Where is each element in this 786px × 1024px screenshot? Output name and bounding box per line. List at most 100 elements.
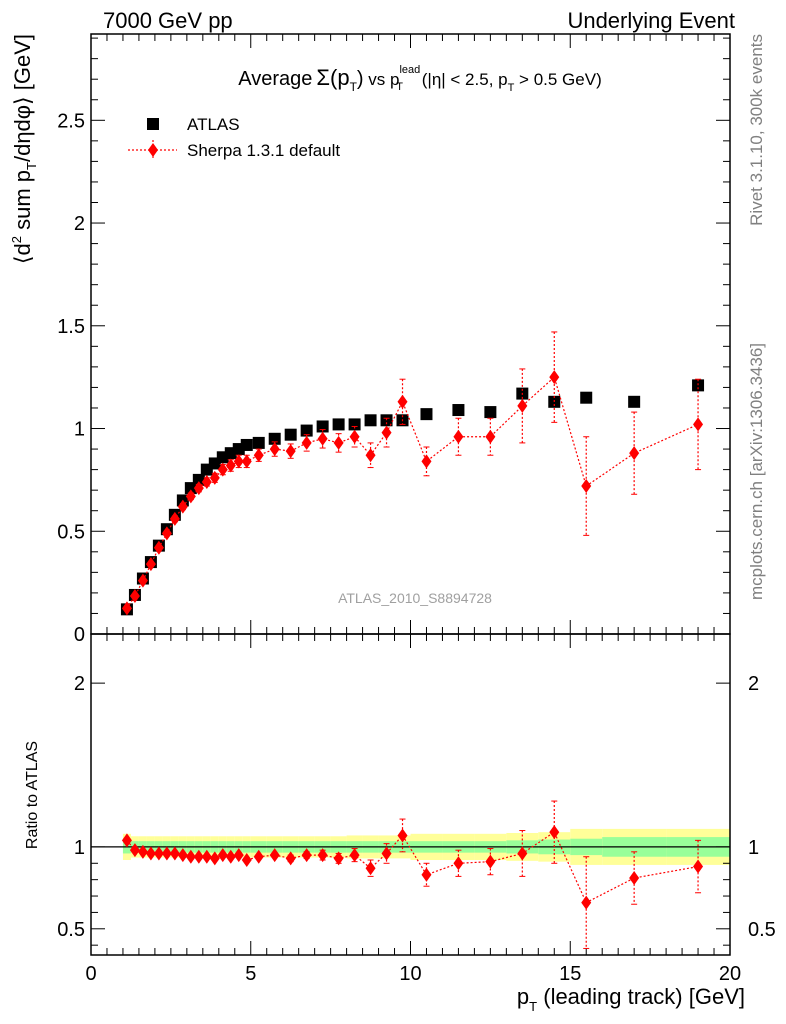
sherpa-ratio-point: [453, 856, 464, 871]
sherpa-main-point: [365, 448, 376, 463]
sherpa-main-point: [269, 442, 280, 457]
sherpa-ratio-point: [381, 846, 392, 861]
ratio-ytick-label-right: 0.5: [748, 919, 776, 941]
main-ytick-label: 2: [74, 213, 85, 235]
sherpa-main-point: [421, 454, 432, 469]
ratio-plot-background: [91, 828, 730, 865]
title-cuts-b: > 0.5 GeV): [514, 70, 601, 89]
main-plot-title: Average Σ(pT) vs plead T (|η| < 2.5, pT > …: [238, 64, 602, 94]
sherpa-ratio-point: [121, 833, 132, 848]
main-ytick-label: 2.5: [57, 110, 85, 132]
ylabel-sub: T: [24, 162, 39, 170]
xlabel-sub: T: [529, 999, 537, 1014]
legend-sherpa-label: Sherpa 1.3.1 default: [187, 141, 340, 160]
sherpa-ratio-point: [225, 849, 236, 864]
sherpa-main-point: [581, 479, 592, 494]
sherpa-main-point: [201, 474, 212, 489]
main-ytick-label: 1.5: [57, 316, 85, 338]
title-vs: vs p: [364, 70, 400, 89]
ratio-plot-marks: [121, 800, 704, 949]
sherpa-main-point: [453, 429, 464, 444]
sherpa-main-point: [225, 458, 236, 473]
legend-sherpa-marker: [148, 143, 158, 157]
sherpa-ratio-point: [517, 846, 528, 861]
sherpa-main-point: [193, 481, 204, 496]
ratio-ytick-label-right: 1: [748, 837, 759, 859]
sherpa-ratio-point: [193, 849, 204, 864]
legend-atlas-marker: [147, 118, 159, 130]
ylabel-b: sum p: [10, 170, 35, 236]
sherpa-ratio-point: [485, 854, 496, 869]
sherpa-main-point: [137, 573, 148, 588]
legend-atlas-label: ATLAS: [187, 115, 240, 134]
sherpa-ratio-point: [161, 846, 172, 861]
xtick-label: 0: [85, 963, 96, 985]
sherpa-ratio-point: [185, 849, 196, 864]
atlas-point: [240, 438, 253, 451]
title-average: Average: [238, 68, 312, 90]
xlabel-b: (leading track) [GeV]: [537, 984, 745, 1009]
sherpa-main-point: [233, 454, 244, 469]
sherpa-main-point: [253, 448, 264, 463]
atlas-point: [380, 414, 393, 427]
ylabel-sup: 2: [9, 236, 24, 243]
sherpa-main-point: [349, 429, 360, 444]
xtick-label: 5: [245, 963, 256, 985]
atlas-point: [348, 418, 361, 431]
atlas-point: [332, 418, 345, 431]
sherpa-ratio-point: [233, 848, 244, 863]
sherpa-ratio-point: [693, 859, 704, 874]
sherpa-main-point: [381, 425, 392, 440]
sherpa-ratio-point: [145, 846, 156, 861]
main-plot-marks: [120, 331, 705, 616]
title-sigma-close: ): [357, 68, 364, 90]
sherpa-main-point: [333, 435, 344, 450]
sherpa-main-point: [209, 470, 220, 485]
sherpa-ratio-point: [629, 871, 640, 886]
main-ytick-label: 1: [74, 419, 85, 441]
sherpa-ratio-point: [421, 867, 432, 882]
sherpa-main-point: [217, 462, 228, 477]
atlas-point: [252, 436, 265, 449]
main-plot-ticks: 0 0.5 1 1.5 2 2.5: [57, 34, 731, 646]
mcplots-label: mcplots.cern.ch [arXiv:1306.3436]: [747, 343, 766, 600]
sherpa-ratio-point: [317, 848, 328, 863]
ratio-ytick-label-left: 1: [74, 837, 85, 859]
atlas-point: [484, 406, 497, 419]
sherpa-main-point: [285, 444, 296, 459]
sherpa-ratio-point: [153, 846, 164, 861]
sherpa-main-point: [693, 417, 704, 432]
sherpa-main-point: [517, 398, 528, 413]
ratio-ytick-label-left: 0.5: [57, 919, 85, 941]
sherpa-main-point: [121, 601, 132, 616]
atlas-point: [420, 408, 433, 421]
atlas-point: [452, 404, 465, 417]
sherpa-ratio-point: [333, 851, 344, 866]
sherpa-main-point: [485, 429, 496, 444]
ratio-plot-ticks: 0.5 0.51 12 20 5 10 15 20: [57, 634, 776, 985]
header-right: Underlying Event: [567, 8, 735, 33]
sherpa-main-line: [126, 376, 699, 609]
sherpa-main-point: [145, 557, 156, 572]
sherpa-ratio-point: [581, 895, 592, 910]
title-vs-sub: T: [396, 81, 403, 93]
sherpa-main-point: [629, 446, 640, 461]
sherpa-ratio-point: [253, 849, 264, 864]
sherpa-ratio-point: [301, 848, 312, 863]
sherpa-ratio-point: [269, 848, 280, 863]
sherpa-main-point: [301, 435, 312, 450]
atlas-point: [580, 391, 593, 404]
xtick-label: 10: [399, 963, 421, 985]
xtick-label: 15: [559, 963, 581, 985]
title-sigma-sub: T: [350, 80, 358, 94]
header-left: 7000 GeV pp: [103, 8, 233, 33]
title-cuts-a: (|η| < 2.5, p: [417, 70, 508, 89]
sherpa-main-point: [129, 588, 140, 603]
sherpa-ratio-point: [217, 848, 228, 863]
sherpa-ratio-point: [549, 825, 560, 840]
sherpa-ratio-point: [129, 843, 140, 858]
ratio-plot-frame: [90, 633, 731, 956]
atlas-point: [628, 395, 641, 408]
sherpa-main-point: [185, 489, 196, 504]
